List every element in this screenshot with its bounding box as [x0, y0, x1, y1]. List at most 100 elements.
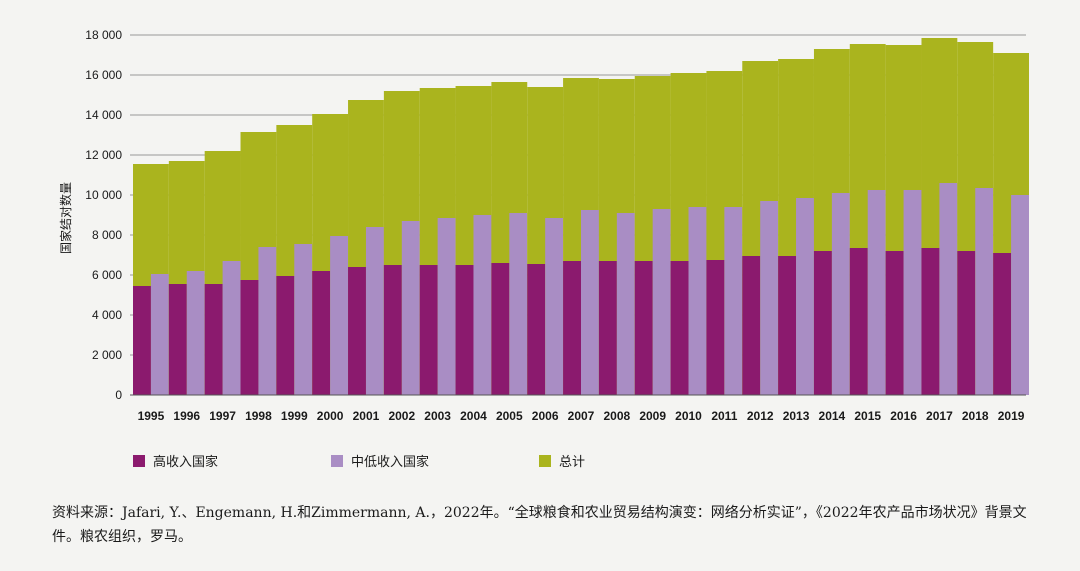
bar-high-income: [885, 251, 904, 395]
x-tick-label: 2017: [926, 409, 953, 423]
bar-high-income: [276, 276, 295, 395]
bar-low-middle-income: [975, 188, 994, 395]
bar-high-income: [133, 286, 151, 395]
bar-high-income: [204, 284, 223, 395]
legend-swatch-total: [539, 454, 551, 467]
bar-high-income: [742, 256, 761, 395]
bar-low-middle-income: [796, 198, 814, 395]
bar-low-middle-income: [939, 183, 958, 395]
x-tick-label: 1995: [138, 409, 165, 423]
x-tick-label: 2003: [424, 409, 451, 423]
bar-low-middle-income: [903, 190, 922, 395]
bar-high-income: [312, 271, 331, 395]
x-tick-label: 2006: [532, 409, 559, 423]
bar-low-middle-income: [401, 221, 420, 395]
bar-low-middle-income: [294, 244, 313, 395]
y-tick-label: 18 000: [85, 28, 122, 42]
legend-swatch-low-middle-income: [331, 454, 343, 467]
bar-low-middle-income: [365, 227, 384, 395]
x-tick-label: 2001: [353, 409, 380, 423]
bar-high-income: [491, 263, 510, 395]
y-tick-labels: 0 2 000 4 000 6 000 8 000 10 000 12 000 14 000 1…: [85, 28, 122, 402]
x-tick-label: 2010: [675, 409, 702, 423]
bar-low-middle-income: [509, 213, 528, 395]
bar-low-middle-income: [1011, 195, 1029, 395]
x-tick-label: 2004: [460, 409, 487, 423]
source-note: 资料来源：Jafari, Y.、Engemann, H.和Zimmermann,…: [52, 505, 1027, 545]
x-tick-label: 2019: [998, 409, 1025, 423]
x-tick-label: 2016: [890, 409, 917, 423]
legend: 高收入国家 中低收入国家 总计: [133, 451, 1033, 471]
chart: 0 2 000 4 000 6 000 8 000 10 000 12 000 14 000 1…: [58, 28, 1029, 423]
x-tick-label: 1996: [173, 409, 200, 423]
y-tick-label: 6 000: [92, 268, 122, 282]
bar-high-income: [706, 260, 725, 395]
bar-high-income: [383, 265, 402, 395]
bar-high-income: [168, 284, 187, 395]
bar-low-middle-income: [330, 236, 349, 395]
x-tick-label: 2018: [962, 409, 989, 423]
legend-item-high-income: 高收入国家: [133, 451, 218, 470]
bar-high-income: [670, 261, 689, 395]
bar-low-middle-income: [760, 201, 779, 395]
x-tick-label: 1998: [245, 409, 272, 423]
x-tick-label: 2012: [747, 409, 774, 423]
x-tick-label: 2015: [854, 409, 881, 423]
bar-low-middle-income: [222, 261, 241, 395]
bar-high-income: [993, 253, 1012, 395]
x-tick-label: 1999: [281, 409, 308, 423]
y-tick-label: 4 000: [92, 308, 122, 322]
bar-high-income: [813, 251, 832, 395]
legend-label-low-middle-income: 中低收入国家: [351, 455, 430, 470]
bars: [133, 38, 1029, 395]
bar-high-income: [563, 261, 581, 395]
x-tick-label: 1997: [209, 409, 236, 423]
bar-high-income: [849, 248, 868, 395]
x-tick-label: 2009: [639, 409, 666, 423]
bar-high-income: [527, 264, 546, 395]
bar-low-middle-income: [616, 213, 635, 395]
y-tick-label: 14 000: [85, 108, 122, 122]
bar-high-income: [921, 248, 940, 395]
bar-low-middle-income: [473, 215, 492, 395]
bar-high-income: [634, 261, 653, 395]
bar-low-middle-income: [724, 207, 743, 395]
x-tick-label: 2000: [317, 409, 344, 423]
bar-high-income: [348, 267, 366, 395]
legend-label-total: 总计: [559, 455, 586, 470]
bar-high-income: [240, 280, 259, 395]
legend-item-total: 总计: [539, 451, 585, 470]
x-tick-label: 2005: [496, 409, 523, 423]
y-tick-label: 10 000: [85, 188, 122, 202]
y-tick-label: 2 000: [92, 348, 122, 362]
y-axis-label: 国家结对数量: [58, 182, 73, 254]
bar-high-income: [957, 251, 976, 395]
bar-high-income: [778, 256, 797, 395]
bar-high-income: [455, 265, 474, 395]
x-tick-label: 2007: [568, 409, 595, 423]
bar-low-middle-income: [545, 218, 564, 395]
bar-low-middle-income: [581, 210, 599, 395]
bar-low-middle-income: [688, 207, 707, 395]
y-tick-label: 16 000: [85, 68, 122, 82]
y-tick-label: 0: [115, 388, 122, 402]
bar-low-middle-income: [150, 274, 169, 395]
bar-high-income: [598, 261, 617, 395]
y-tick-label: 12 000: [85, 148, 122, 162]
x-tick-label: 2014: [819, 409, 846, 423]
bar-low-middle-income: [258, 247, 277, 395]
bar-low-middle-income: [652, 209, 671, 395]
x-tick-label: 2008: [603, 409, 630, 423]
y-tick-label: 8 000: [92, 228, 122, 242]
x-tick-label: 2013: [783, 409, 810, 423]
bar-low-middle-income: [186, 271, 205, 395]
legend-swatch-high-income: [133, 454, 145, 467]
x-tick-labels: 1995 1996 1997 1998 1999 2000 2001 2002 2003 2004…: [138, 409, 1025, 423]
x-tick-label: 2002: [388, 409, 415, 423]
bar-low-middle-income: [831, 193, 850, 395]
x-tick-label: 2011: [711, 409, 737, 423]
legend-item-low-middle-income: 中低收入国家: [331, 451, 429, 470]
legend-label-high-income: 高收入国家: [153, 455, 219, 470]
bar-high-income: [419, 265, 438, 395]
bar-low-middle-income: [867, 190, 886, 395]
